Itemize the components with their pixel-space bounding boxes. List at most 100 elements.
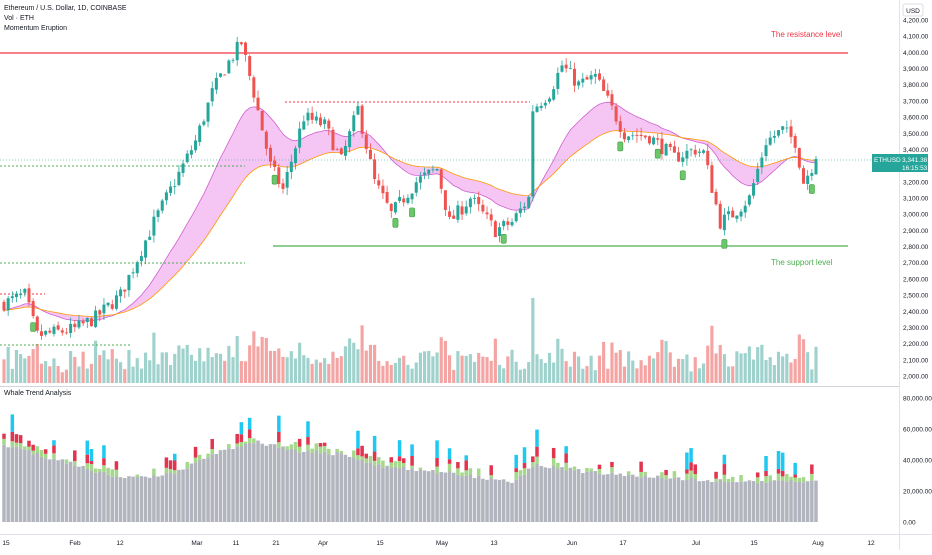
- candle-body[interactable]: [169, 186, 173, 193]
- candle-body[interactable]: [797, 148, 801, 168]
- candle-body[interactable]: [739, 211, 743, 217]
- candle-body[interactable]: [752, 183, 756, 196]
- candle-body[interactable]: [73, 323, 77, 328]
- buy-signal-marker[interactable]: [271, 174, 278, 185]
- candle-body[interactable]: [343, 145, 347, 156]
- candle-body[interactable]: [381, 185, 385, 194]
- candle-body[interactable]: [385, 191, 389, 203]
- candle-body[interactable]: [789, 126, 793, 137]
- candle-body[interactable]: [52, 326, 56, 334]
- candle-body[interactable]: [19, 293, 23, 296]
- candle-body[interactable]: [139, 256, 143, 262]
- candle-body[interactable]: [622, 132, 626, 140]
- candle-body[interactable]: [664, 143, 668, 156]
- candle-body[interactable]: [531, 111, 535, 197]
- candle-body[interactable]: [502, 221, 506, 227]
- candle-body[interactable]: [572, 68, 576, 86]
- candle-body[interactable]: [523, 206, 527, 209]
- candle-body[interactable]: [173, 186, 177, 188]
- candle-body[interactable]: [44, 330, 48, 335]
- candle-body[interactable]: [264, 131, 268, 149]
- candle-body[interactable]: [331, 129, 335, 151]
- candle-body[interactable]: [235, 41, 239, 61]
- candle-body[interactable]: [548, 98, 551, 102]
- candle-body[interactable]: [148, 236, 152, 240]
- candle-body[interactable]: [106, 302, 110, 306]
- candle-body[interactable]: [194, 140, 198, 151]
- candle-body[interactable]: [2, 301, 6, 311]
- candle-body[interactable]: [448, 211, 452, 217]
- candle-body[interactable]: [518, 208, 522, 214]
- candle-body[interactable]: [668, 144, 672, 147]
- candle-body[interactable]: [772, 135, 776, 138]
- candle-body[interactable]: [273, 160, 277, 167]
- candle-body[interactable]: [731, 210, 735, 218]
- candle-body[interactable]: [323, 119, 327, 125]
- candle-body[interactable]: [302, 121, 306, 130]
- candle-body[interactable]: [639, 134, 643, 136]
- candle-body[interactable]: [398, 196, 402, 201]
- candle-body[interactable]: [456, 205, 460, 220]
- candle-body[interactable]: [81, 320, 85, 324]
- candle-body[interactable]: [697, 151, 701, 153]
- candle-body[interactable]: [185, 153, 189, 163]
- candle-body[interactable]: [464, 206, 468, 214]
- candle-body[interactable]: [810, 173, 814, 176]
- candle-body[interactable]: [77, 320, 81, 328]
- candle-body[interactable]: [298, 128, 302, 148]
- candle-body[interactable]: [627, 136, 631, 140]
- candle-body[interactable]: [393, 202, 397, 213]
- candle-body[interactable]: [514, 213, 518, 222]
- candle-body[interactable]: [27, 288, 31, 303]
- candle-body[interactable]: [110, 304, 114, 309]
- candle-body[interactable]: [814, 158, 818, 175]
- candle-body[interactable]: [606, 90, 610, 96]
- candle-body[interactable]: [702, 150, 706, 153]
- candle-body[interactable]: [552, 89, 556, 100]
- candle-body[interactable]: [114, 295, 118, 309]
- candle-body[interactable]: [722, 214, 726, 231]
- candle-body[interactable]: [685, 150, 689, 159]
- candle-body[interactable]: [356, 106, 360, 115]
- candle-body[interactable]: [506, 221, 510, 225]
- candle-body[interactable]: [89, 318, 93, 327]
- candle-body[interactable]: [756, 168, 760, 182]
- candle-body[interactable]: [198, 125, 202, 142]
- candle-body[interactable]: [244, 42, 248, 55]
- candle-body[interactable]: [735, 215, 739, 219]
- candle-body[interactable]: [14, 293, 18, 298]
- candle-body[interactable]: [135, 262, 139, 274]
- currency-badge[interactable]: [902, 3, 924, 17]
- candle-body[interactable]: [277, 167, 281, 185]
- candle-body[interactable]: [389, 203, 393, 211]
- candle-body[interactable]: [539, 105, 543, 109]
- buy-signal-marker[interactable]: [500, 233, 507, 244]
- candle-body[interactable]: [364, 134, 368, 150]
- candle-body[interactable]: [647, 136, 651, 144]
- buy-signal-marker[interactable]: [617, 141, 624, 152]
- candle-body[interactable]: [535, 106, 539, 112]
- candle-body[interactable]: [468, 198, 472, 208]
- candle-body[interactable]: [631, 135, 635, 137]
- candle-body[interactable]: [98, 310, 102, 315]
- candle-body[interactable]: [202, 121, 206, 125]
- candle-body[interactable]: [256, 97, 260, 111]
- legend-volume[interactable]: Vol · ETH: [4, 15, 34, 22]
- candle-body[interactable]: [710, 165, 714, 193]
- candle-body[interactable]: [335, 148, 339, 150]
- candle-body[interactable]: [285, 172, 289, 188]
- candle-body[interactable]: [318, 117, 322, 126]
- candle-body[interactable]: [39, 331, 43, 336]
- candle-body[interactable]: [585, 77, 589, 80]
- candle-body[interactable]: [510, 222, 514, 226]
- candle-body[interactable]: [672, 146, 676, 153]
- candle-body[interactable]: [768, 137, 772, 145]
- candle-body[interactable]: [802, 168, 806, 184]
- legend-indicator[interactable]: Momentum Eruption: [4, 25, 67, 32]
- candle-body[interactable]: [543, 102, 547, 106]
- candle-body[interactable]: [614, 106, 618, 122]
- candle-body[interactable]: [427, 169, 431, 174]
- candle-body[interactable]: [777, 130, 781, 136]
- candle-body[interactable]: [69, 323, 73, 334]
- candle-body[interactable]: [473, 198, 477, 199]
